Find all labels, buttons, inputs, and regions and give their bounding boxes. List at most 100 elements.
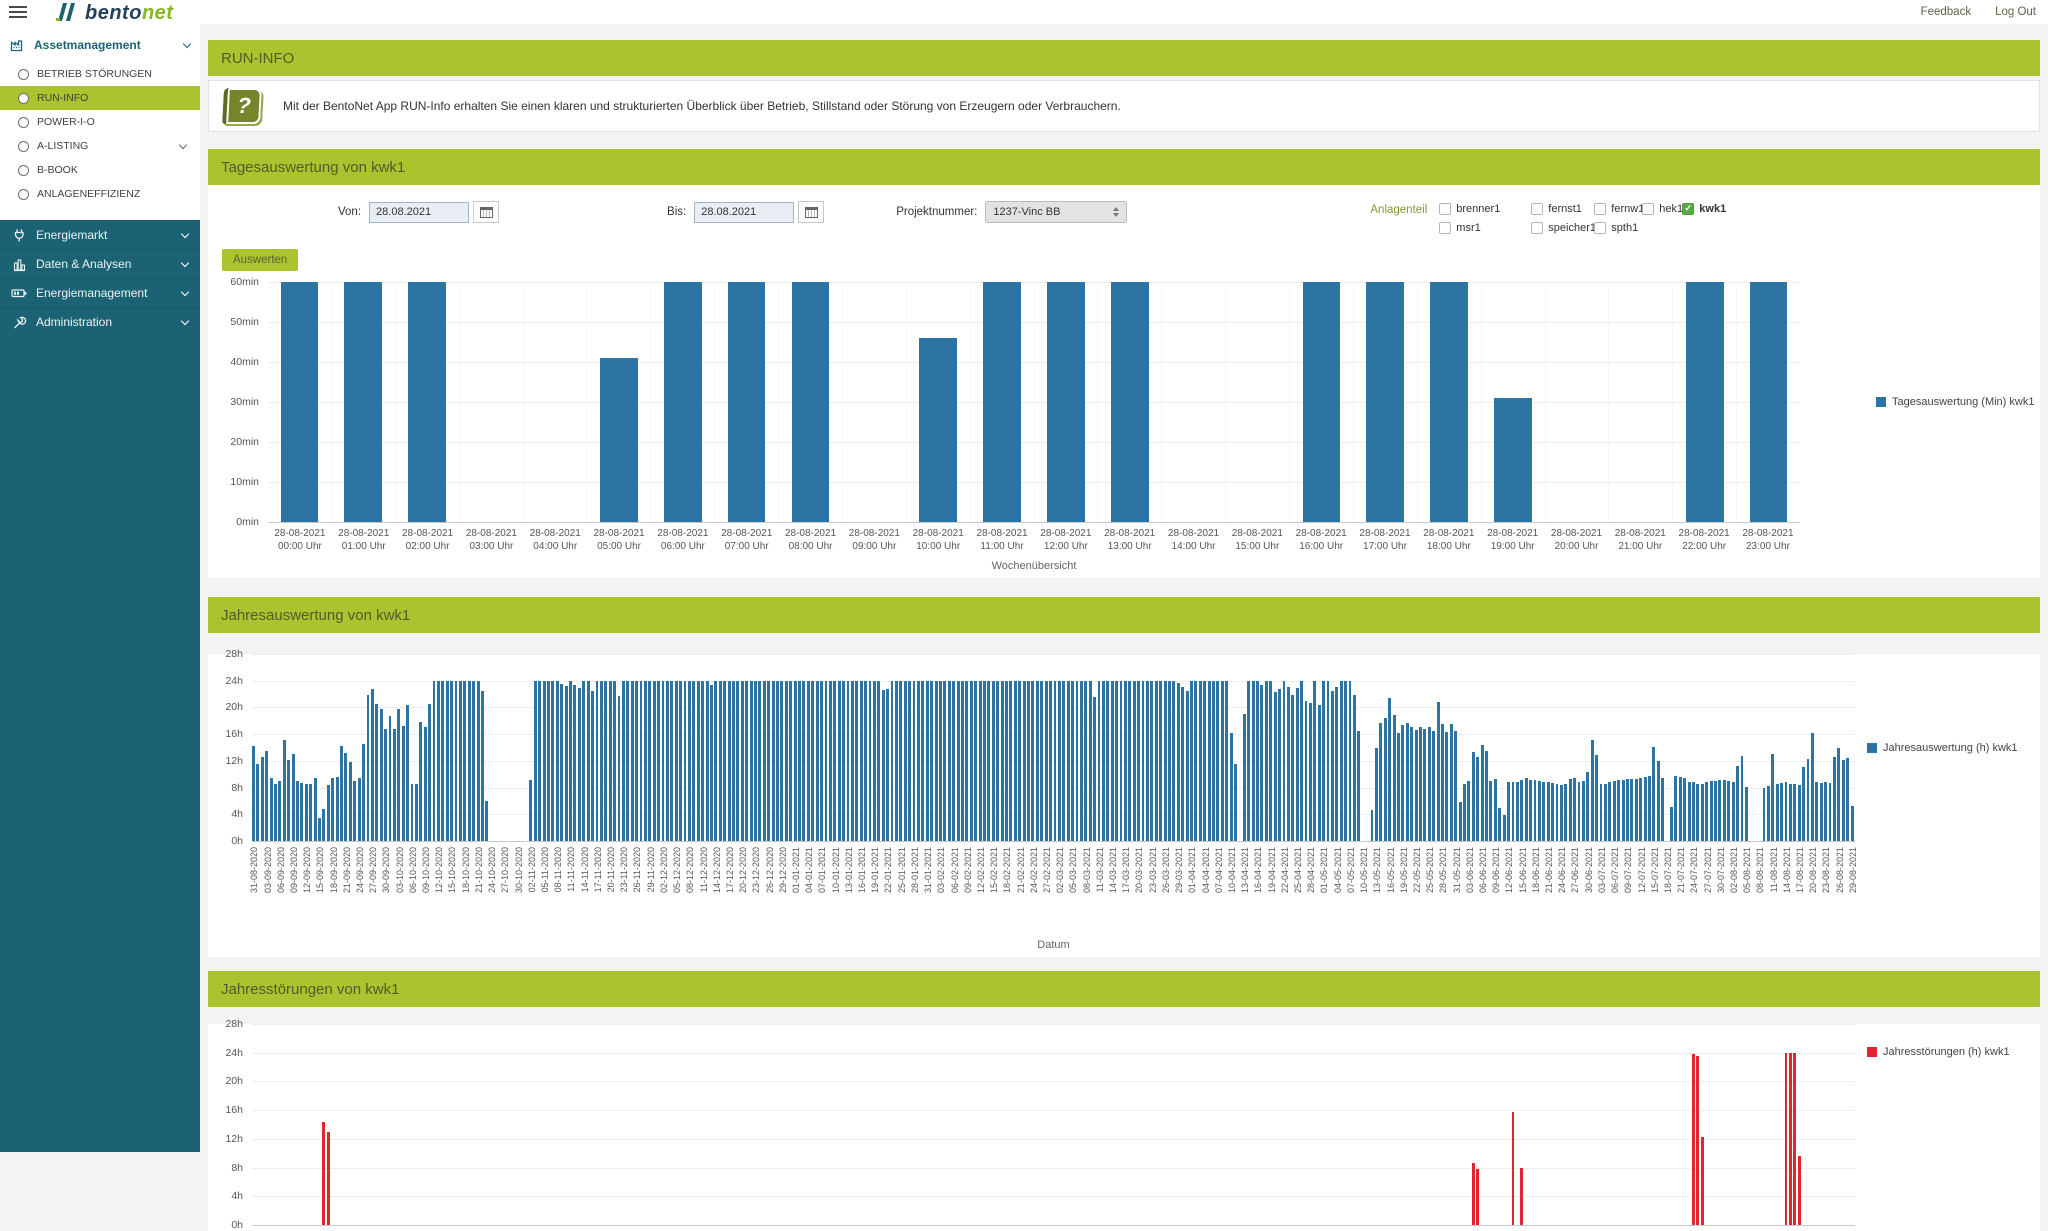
bar[interactable] xyxy=(397,709,400,841)
bar[interactable] xyxy=(754,681,757,841)
bar[interactable] xyxy=(807,681,810,841)
bar[interactable] xyxy=(847,681,850,841)
bar[interactable] xyxy=(287,760,290,841)
bar[interactable] xyxy=(1714,781,1717,841)
bar[interactable] xyxy=(1622,780,1625,841)
bar[interactable] xyxy=(1243,714,1246,841)
bar[interactable] xyxy=(1727,781,1730,841)
bar[interactable] xyxy=(1353,695,1356,841)
bar[interactable] xyxy=(1018,681,1021,841)
bar[interactable] xyxy=(1639,778,1642,841)
bar[interactable] xyxy=(1045,681,1048,841)
bar[interactable] xyxy=(864,681,867,841)
sidebar-item-anlageneffizienz[interactable]: ANLAGENEFFIZIENZ xyxy=(0,182,200,206)
app-logo[interactable]: bentonet xyxy=(55,2,173,22)
bar[interactable] xyxy=(556,681,559,841)
bar[interactable] xyxy=(437,681,440,841)
bar[interactable] xyxy=(1710,781,1713,841)
bar[interactable] xyxy=(802,681,805,841)
bar[interactable] xyxy=(367,695,370,841)
bar[interactable] xyxy=(1437,702,1440,841)
bar[interactable] xyxy=(384,729,387,841)
bar[interactable] xyxy=(261,757,264,841)
bar[interactable] xyxy=(684,681,687,841)
bar[interactable] xyxy=(688,681,691,841)
bar[interactable] xyxy=(1349,681,1352,841)
bar[interactable] xyxy=(362,744,365,841)
bar[interactable] xyxy=(1842,760,1845,841)
bar[interactable] xyxy=(626,681,629,841)
bar[interactable] xyxy=(415,784,418,841)
bar[interactable] xyxy=(1014,681,1017,841)
von-date-input[interactable] xyxy=(369,202,469,223)
bar[interactable] xyxy=(1718,780,1721,841)
bar[interactable] xyxy=(873,681,876,841)
bar[interactable] xyxy=(1023,681,1026,841)
bar[interactable] xyxy=(1164,681,1167,841)
bar[interactable] xyxy=(750,681,753,841)
bar[interactable] xyxy=(1432,731,1435,841)
bar[interactable] xyxy=(1300,681,1303,841)
bar[interactable] xyxy=(450,681,453,841)
bar[interactable] xyxy=(300,783,303,841)
bar[interactable] xyxy=(1410,727,1413,841)
bar[interactable] xyxy=(1617,780,1620,841)
bar[interactable] xyxy=(1516,782,1519,841)
sidebar-item-a-listing[interactable]: A-LISTING xyxy=(0,134,200,158)
bar[interactable] xyxy=(1040,681,1043,841)
bar[interactable] xyxy=(1120,681,1123,841)
bar[interactable] xyxy=(419,722,422,841)
bar[interactable] xyxy=(1789,784,1792,841)
bar[interactable] xyxy=(1692,782,1695,841)
bar[interactable] xyxy=(1723,780,1726,841)
bar[interactable] xyxy=(1811,733,1814,841)
bar[interactable] xyxy=(1520,780,1523,841)
bar[interactable] xyxy=(1194,681,1197,841)
bar[interactable] xyxy=(820,681,823,841)
bar[interactable] xyxy=(618,696,621,841)
bar[interactable] xyxy=(1815,782,1818,841)
bar[interactable] xyxy=(1613,781,1616,841)
bar[interactable] xyxy=(1476,757,1479,841)
bar[interactable] xyxy=(1732,782,1735,841)
bar[interactable] xyxy=(664,282,702,522)
bar[interactable] xyxy=(331,778,334,841)
bar[interactable] xyxy=(1771,754,1774,841)
bar[interactable] xyxy=(662,681,665,841)
checkbox-kwk1[interactable]: kwk1 xyxy=(1682,201,1752,216)
bar[interactable] xyxy=(622,681,625,841)
bar[interactable] xyxy=(609,681,612,841)
bar[interactable] xyxy=(996,681,999,841)
sidebar-section-administration[interactable]: Administration xyxy=(0,307,200,336)
bar[interactable] xyxy=(1578,782,1581,841)
bar[interactable] xyxy=(424,727,427,841)
checkbox-msr1[interactable]: msr1 xyxy=(1439,220,1531,235)
bar[interactable] xyxy=(344,282,382,522)
bar[interactable] xyxy=(1705,782,1708,841)
bar[interactable] xyxy=(1560,785,1563,841)
bar[interactable] xyxy=(1212,681,1215,841)
bar[interactable] xyxy=(1111,681,1114,841)
bar[interactable] xyxy=(1507,782,1510,841)
bar[interactable] xyxy=(1674,776,1677,841)
bar[interactable] xyxy=(1573,778,1576,841)
bar[interactable] xyxy=(1283,681,1286,841)
bar[interactable] xyxy=(1172,681,1175,841)
bar[interactable] xyxy=(917,681,920,841)
bar[interactable] xyxy=(1701,784,1704,841)
hamburger-menu-icon[interactable] xyxy=(9,6,27,18)
bar[interactable] xyxy=(1763,788,1766,841)
sidebar-section-energiemanagement[interactable]: Energiemanagement xyxy=(0,278,200,307)
bar[interactable] xyxy=(992,681,995,841)
bar[interactable] xyxy=(1054,681,1057,841)
bar[interactable] xyxy=(278,781,281,841)
bar[interactable] xyxy=(389,716,392,841)
bar[interactable] xyxy=(1303,282,1341,522)
bar[interactable] xyxy=(1696,784,1699,841)
bar[interactable] xyxy=(1155,681,1158,841)
bar[interactable] xyxy=(1445,732,1448,841)
bar[interactable] xyxy=(877,681,880,841)
bar[interactable] xyxy=(256,764,259,841)
bar[interactable] xyxy=(692,681,695,841)
bar[interactable] xyxy=(1569,779,1572,841)
